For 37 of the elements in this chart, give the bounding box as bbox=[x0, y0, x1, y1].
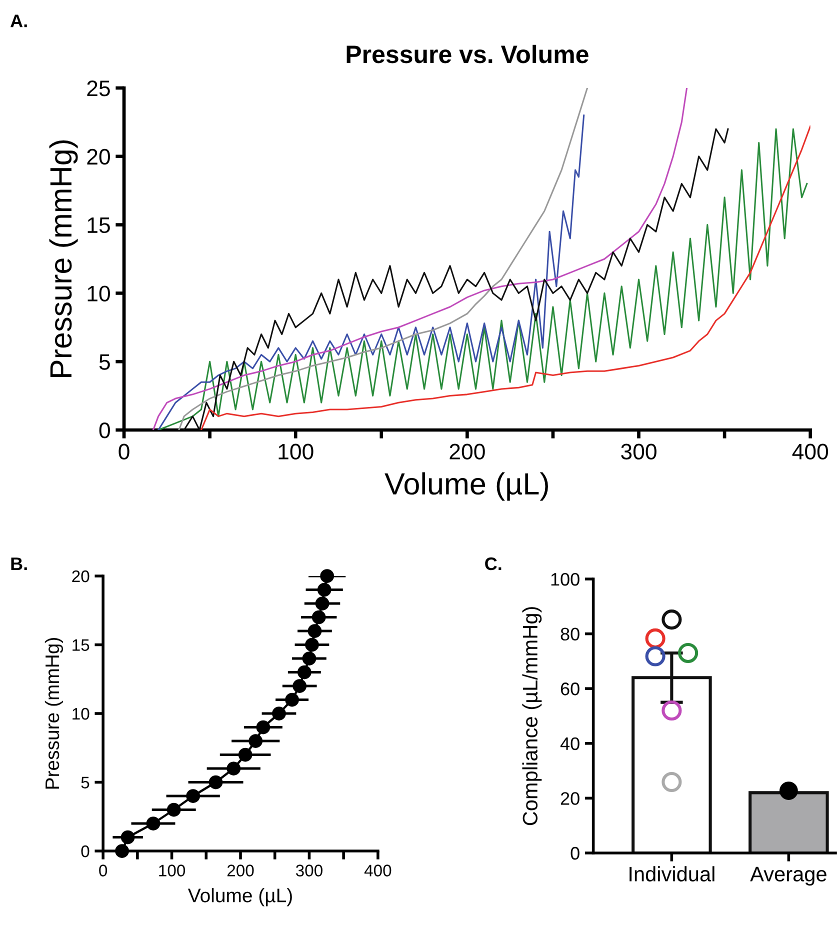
y-tick-label: 0 bbox=[99, 422, 110, 438]
x-tick-label: 0 bbox=[118, 444, 130, 460]
y-tick-label: 20 bbox=[87, 148, 110, 165]
y-tick-label: 5 bbox=[99, 354, 110, 370]
x-axis-title: Volume (µL) bbox=[384, 472, 548, 501]
y-tick-label: 100 bbox=[551, 572, 580, 586]
x-tick-label: 100 bbox=[159, 864, 186, 876]
x-tick-label: 400 bbox=[364, 864, 392, 876]
y-tick-label: 10 bbox=[88, 286, 110, 302]
y-tick-label: 40 bbox=[560, 737, 580, 750]
x-tick-label: Average bbox=[750, 866, 826, 886]
x-tick-label: 300 bbox=[296, 864, 322, 876]
y-tick-label: 20 bbox=[560, 792, 580, 805]
y-tick-label: 5 bbox=[81, 776, 90, 788]
x-tick-label: 100 bbox=[278, 444, 314, 460]
text: C. bbox=[485, 557, 502, 570]
y-tick-label: 25 bbox=[87, 80, 110, 96]
y-tick-label: 60 bbox=[560, 682, 580, 696]
x-tick-label: 200 bbox=[450, 444, 485, 460]
y-tick-label: 0 bbox=[570, 846, 580, 860]
y-axis-title: Pressure (mmHg) bbox=[44, 638, 64, 789]
y-tick-label: 80 bbox=[560, 628, 580, 641]
x-tick-label: 200 bbox=[227, 864, 254, 876]
y-tick-label: 15 bbox=[72, 639, 90, 651]
x-axis-title: Volume (µL) bbox=[188, 888, 292, 906]
y-axis-title: Compliance (µL/mmHg) bbox=[522, 607, 542, 826]
y-tick-label: 15 bbox=[88, 218, 110, 234]
text: B. bbox=[11, 558, 27, 570]
y-tick-label: 20 bbox=[72, 570, 90, 582]
text: A. bbox=[10, 14, 27, 28]
x-tick-label: 400 bbox=[792, 444, 828, 460]
y-tick-label: 0 bbox=[81, 845, 90, 858]
y-tick-label: 10 bbox=[72, 708, 90, 720]
x-tick-label: Individual bbox=[630, 866, 714, 882]
y-axis-title: Pressure (mmHg) bbox=[49, 140, 78, 378]
chart-title: Pressure vs. Volume bbox=[346, 44, 588, 64]
x-tick-label: 300 bbox=[621, 444, 656, 460]
